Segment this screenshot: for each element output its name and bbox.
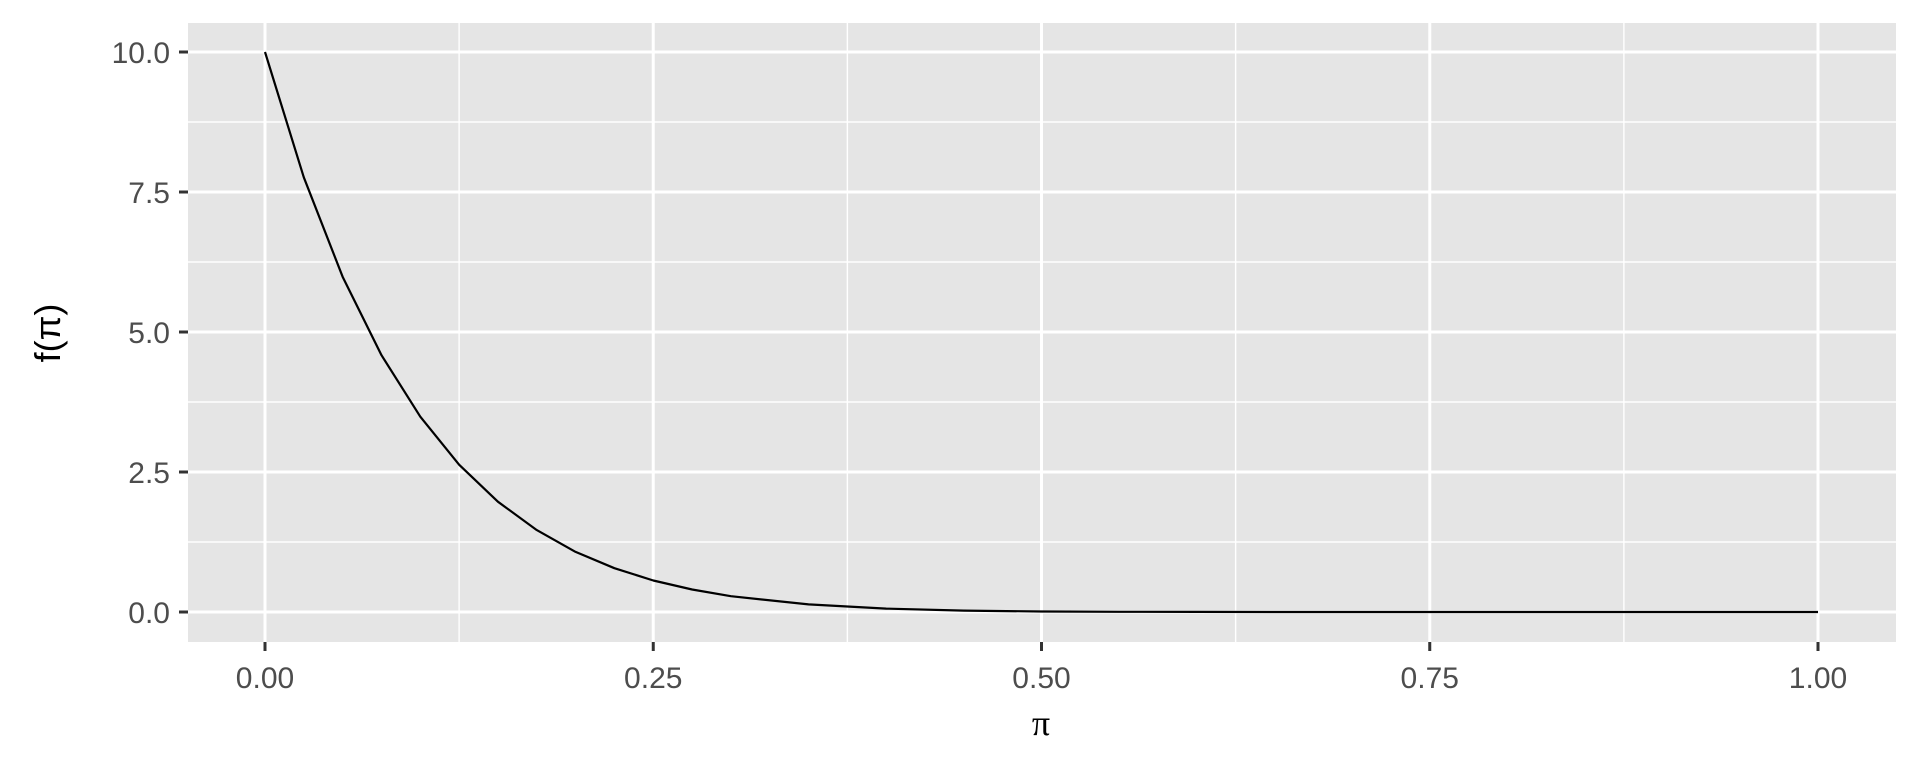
x-tick-label: 1.00 — [1789, 662, 1847, 695]
y-tick-label: 0.0 — [128, 597, 170, 630]
series-layer — [263, 51, 1818, 614]
x-tick-label: 0.75 — [1401, 662, 1459, 695]
y-tick-label: 7.5 — [128, 177, 170, 210]
x-tick-label: 0.25 — [624, 662, 682, 695]
y-axis-title: f(π) — [27, 304, 68, 363]
x-tick-label: 0.00 — [236, 662, 294, 695]
y-tick-label: 10.0 — [112, 37, 170, 70]
x-axis: 0.00 0.25 0.50 0.75 1.00 — [236, 642, 1847, 695]
x-tick-label: 0.50 — [1012, 662, 1070, 695]
series-line-0 — [263, 51, 1818, 614]
y-axis: 0.0 2.5 5.0 7.5 10.0 — [112, 37, 188, 630]
y-tick-label: 2.5 — [128, 457, 170, 490]
y-tick-label: 5.0 — [128, 317, 170, 350]
x-axis-title: π — [1032, 703, 1050, 743]
